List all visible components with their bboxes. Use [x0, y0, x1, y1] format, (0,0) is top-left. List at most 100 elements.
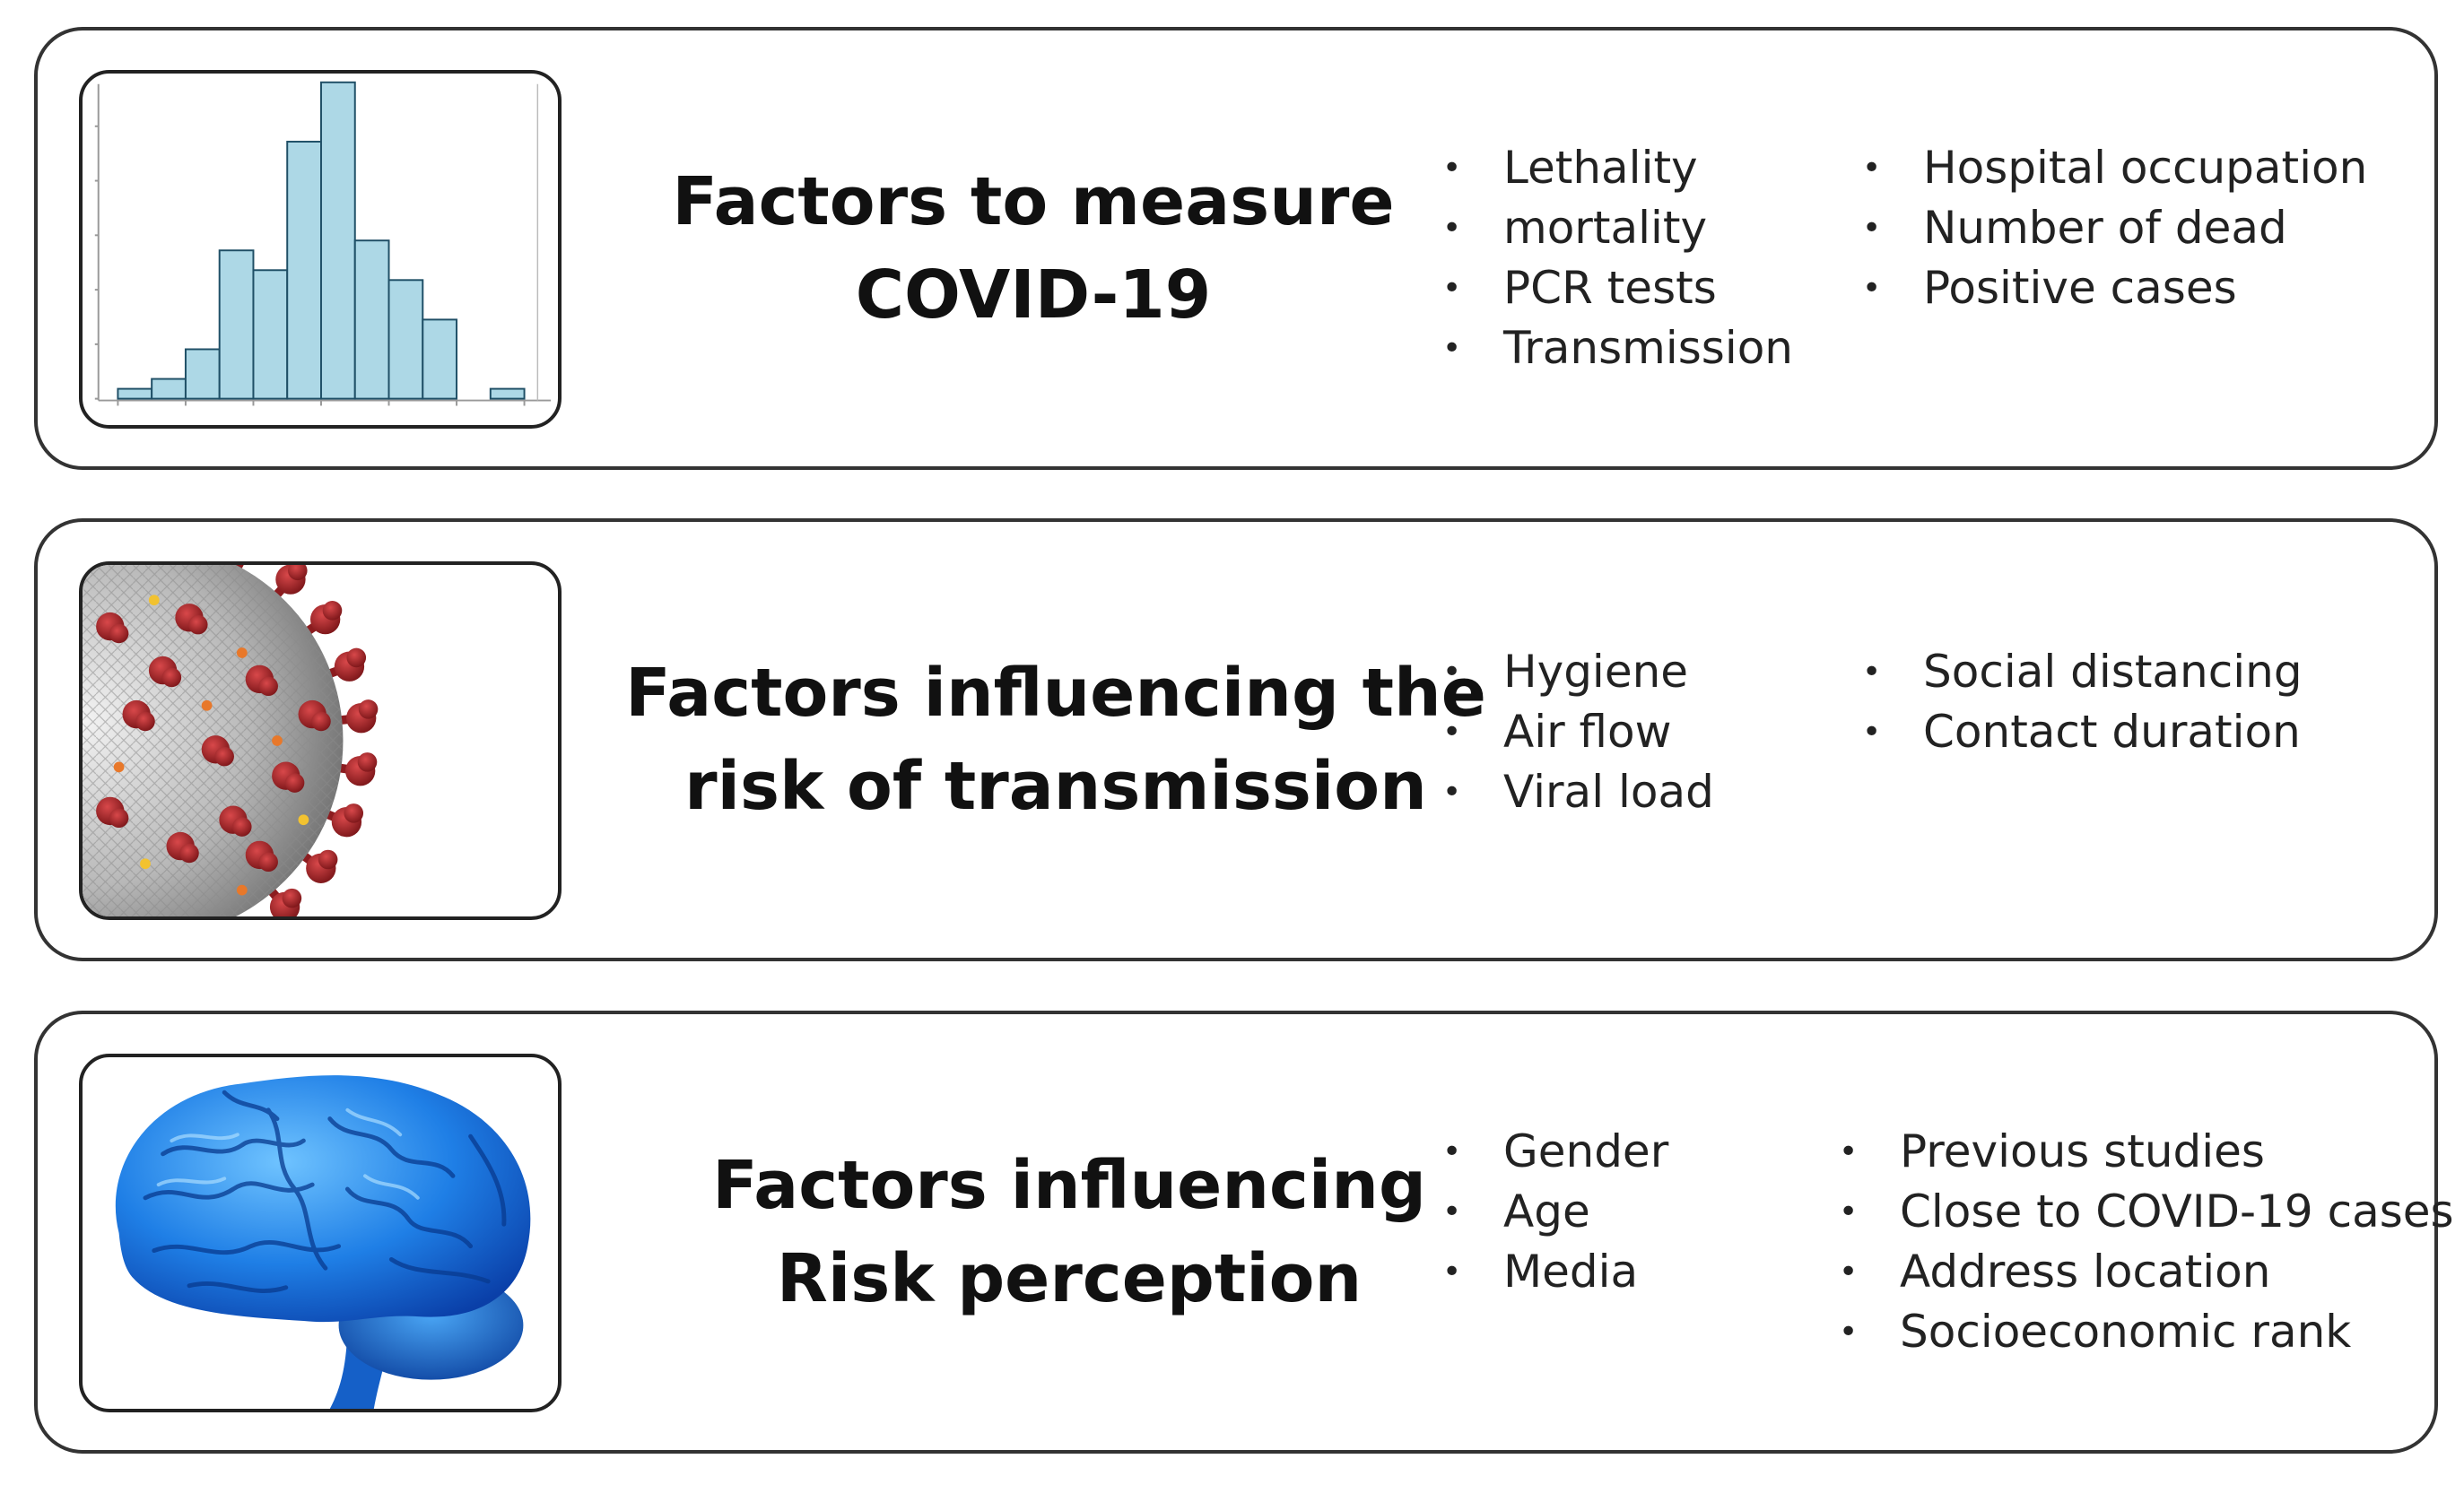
list-item-label: Gender [1503, 1125, 1669, 1177]
list-item-label: Previous studies [1900, 1125, 2265, 1177]
virus-protein-dot [113, 761, 125, 773]
factor-list-right: • Hospital occupation • Number of dead • Po… [1862, 138, 2367, 318]
virus-spike-head [188, 614, 208, 635]
brain-fold [344, 1186, 474, 1249]
histogram-bar [218, 249, 255, 400]
virus-protein-dot [201, 699, 213, 711]
list-item-label: Socioeconomic rank [1900, 1306, 2352, 1358]
brain-fold [161, 1138, 306, 1157]
list-item-label: Positive cases [1923, 262, 2237, 314]
panel-risk-perception: Factors influencing Risk perception • Gen… [34, 1011, 2454, 1454]
histogram-image [79, 70, 562, 429]
brain-folds [143, 1090, 507, 1293]
histogram-bars [117, 81, 526, 400]
panel-title: Factors to measure COVID-19 [612, 30, 1455, 466]
bullet-icon: • [1839, 1194, 1859, 1230]
list-item-label: Close to COVID-19 cases [1900, 1185, 2454, 1238]
bullet-icon: • [1442, 654, 1462, 690]
factor-list-left: • Lethality • mortality • PCR tests • Transm… [1442, 138, 1793, 378]
list-item: • Socioeconomic rank [1839, 1302, 2454, 1362]
coronavirus-image [79, 561, 562, 920]
brain-fold [222, 1090, 280, 1122]
histogram-bar [252, 269, 289, 400]
bullet-icon: • [1839, 1314, 1859, 1350]
bullet-icon: • [1442, 330, 1462, 367]
virus-spike-head [357, 752, 378, 772]
panel-measure-covid: Factors to measure COVID-19 • Lethality •… [34, 27, 2438, 470]
virus-protein-dot [272, 735, 283, 746]
list-item-label: Media [1503, 1246, 1639, 1298]
bullet-icon: • [1862, 270, 1882, 307]
list-item: • Transmission [1442, 318, 1793, 378]
brain-highlight [170, 1133, 239, 1143]
list-item-label: Number of dead [1923, 202, 2287, 254]
title-line-2: risk of transmission [684, 748, 1427, 825]
virus-spike-head [109, 808, 129, 829]
virus-spike-head [288, 565, 308, 581]
list-item: • Lethality [1442, 138, 1793, 198]
virus-protein-dot [236, 884, 248, 896]
virus-dots [113, 595, 309, 896]
bullet-icon: • [1442, 1194, 1462, 1230]
bullet-icon: • [1442, 210, 1462, 247]
virus-spike-head [214, 746, 234, 767]
virus-spike-head [258, 852, 278, 873]
list-item: • PCR tests [1442, 258, 1793, 318]
histogram-bar [353, 239, 390, 400]
panel-transmission-risk: Factors influencing the risk of transmis… [34, 518, 2438, 961]
virus-spike-head [358, 699, 379, 719]
panel-title: Factors influencing the risk of transmis… [612, 522, 1500, 958]
virus-protein-dot [236, 647, 248, 658]
virus-spike-head [179, 843, 199, 864]
brain-highlight [363, 1174, 420, 1200]
histogram-bar [489, 387, 526, 400]
virus-spike-head [344, 803, 364, 823]
factor-list-left: • Hygiene • Air flow • Viral load [1442, 642, 1714, 822]
brain-fold [327, 1116, 456, 1178]
brain-fold [187, 1281, 289, 1293]
virus-spike-head [258, 676, 278, 697]
bullet-icon: • [1862, 714, 1882, 751]
brain-fold [152, 1240, 342, 1255]
title-line-1: Factors influencing [712, 1147, 1426, 1224]
list-item-label: Hygiene [1503, 646, 1689, 698]
list-item: • Hospital occupation [1862, 138, 2367, 198]
title-line-2: Risk perception [776, 1240, 1363, 1317]
bullet-icon: • [1442, 714, 1462, 751]
virus-spike-head [346, 647, 367, 668]
histogram-bar [320, 81, 356, 400]
list-item: • Close to COVID-19 cases [1839, 1182, 2454, 1242]
list-item: • Hygiene [1442, 642, 1714, 702]
brain-highlights [156, 1107, 420, 1200]
list-item: • Address location [1839, 1242, 2454, 1302]
virus-spike-head [282, 888, 302, 908]
list-item-label: Address location [1900, 1246, 2271, 1298]
list-item: • mortality [1442, 198, 1793, 258]
list-item-label: Social distancing [1923, 646, 2303, 698]
list-item: • Contact duration [1862, 702, 2303, 762]
coronavirus-illustration [83, 565, 379, 916]
histogram-bar [422, 318, 458, 400]
list-item: • Previous studies [1839, 1122, 2454, 1182]
bullet-icon: • [1442, 1254, 1462, 1290]
list-item-label: Contact duration [1923, 706, 2301, 758]
list-item-label: Lethality [1503, 142, 1698, 194]
virus-spike-head [311, 711, 331, 732]
list-item-label: Transmission [1503, 322, 1793, 374]
factor-list-right: • Previous studies • Close to COVID-19 cas… [1839, 1122, 2454, 1362]
title-line-2: COVID-19 [855, 256, 1212, 334]
bullet-icon: • [1862, 210, 1882, 247]
virus-spike-head [284, 773, 305, 793]
list-item-label: PCR tests [1503, 262, 1717, 314]
list-item-label: Hospital occupation [1923, 142, 2368, 194]
brain-fold [143, 1181, 315, 1201]
list-item-label: Air flow [1503, 706, 1672, 758]
factor-list-left: • Gender • Age • Media [1442, 1122, 1668, 1302]
list-item-label: mortality [1503, 202, 1708, 254]
virus-spike-head [232, 817, 252, 837]
histogram-bar [117, 387, 153, 400]
bullet-icon: • [1442, 270, 1462, 307]
list-item: • Number of dead [1862, 198, 2367, 258]
virus-spike-head [322, 601, 343, 621]
panel-title: Factors influencing Risk perception [612, 1014, 1527, 1450]
